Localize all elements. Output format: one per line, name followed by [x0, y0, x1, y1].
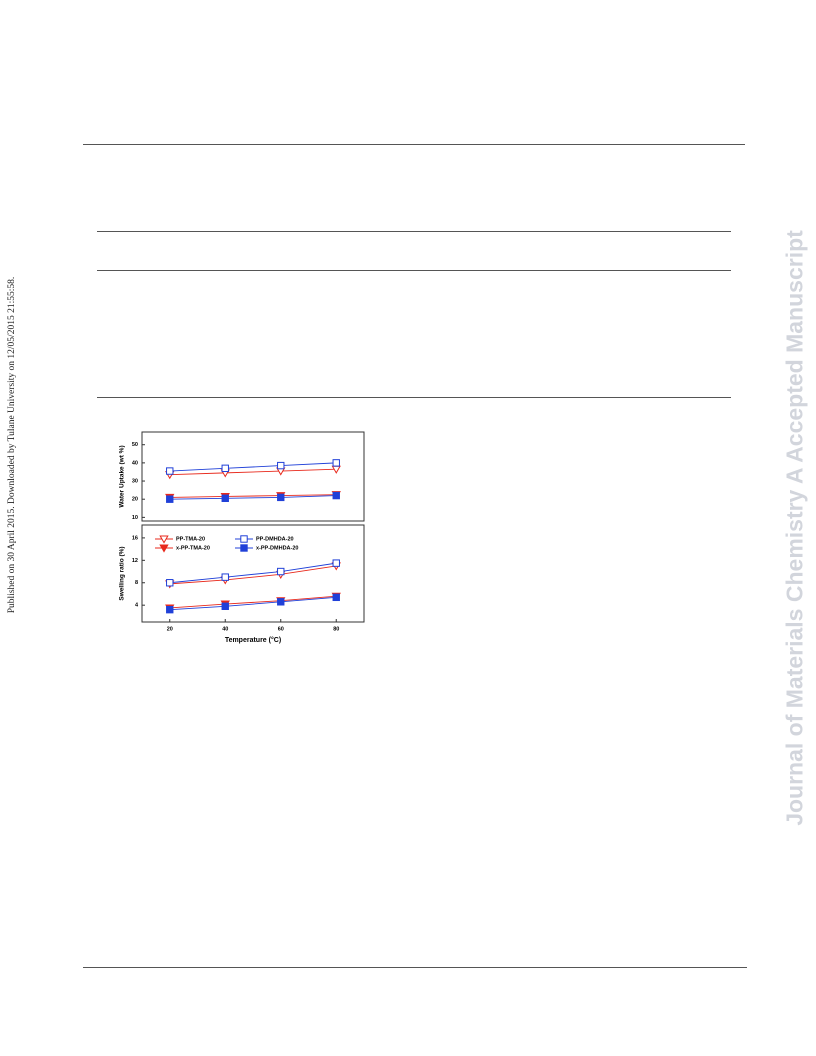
- plot-frame: [141, 524, 365, 623]
- y-tick-label: 10: [132, 515, 138, 521]
- series-line: [169, 468, 337, 476]
- x-tick-label: 40: [222, 626, 228, 632]
- rule: [83, 144, 745, 145]
- x-tick-label: 20: [167, 626, 173, 632]
- data-point: [166, 467, 174, 475]
- legend-label: PP-TMA-20: [176, 536, 205, 542]
- legend-label: x-PP-DMHDA-20: [256, 545, 298, 551]
- data-point: [332, 459, 340, 467]
- data-point: [277, 461, 285, 470]
- data-point: [277, 493, 285, 502]
- plot-frame: [141, 431, 365, 522]
- y-axis-label: Swelling ratio (%): [119, 546, 126, 600]
- series-line: [169, 565, 337, 585]
- rule: [97, 231, 731, 232]
- data-point: [221, 494, 229, 502]
- data-point: [166, 495, 174, 503]
- series-line: [169, 462, 337, 472]
- x-axis-label: Temperature (°C): [225, 636, 281, 644]
- legend-marker: [240, 535, 248, 543]
- rule: [97, 270, 731, 271]
- series-line: [169, 494, 337, 498]
- data-point: [221, 573, 229, 581]
- x-tick-label: 80: [333, 626, 339, 632]
- rule: [97, 397, 731, 398]
- y-tick-label: 16: [132, 535, 138, 541]
- y-axis-label: Water Uptake (wt %): [119, 445, 126, 507]
- data-point: [332, 559, 340, 567]
- y-tick-label: 12: [132, 558, 138, 564]
- y-tick-label: 4: [135, 603, 139, 609]
- series-line: [169, 595, 337, 609]
- series-line: [169, 562, 337, 584]
- data-point: [166, 605, 174, 614]
- data-point: [332, 593, 340, 602]
- legend-marker: [240, 544, 248, 552]
- y-tick-label: 20: [132, 497, 138, 503]
- data-point: [277, 567, 285, 576]
- data-point: [277, 598, 285, 606]
- y-tick-label: 40: [132, 460, 138, 466]
- data-point: [166, 579, 174, 587]
- series-line: [169, 596, 337, 611]
- series-line: [169, 495, 337, 500]
- rule: [83, 967, 747, 968]
- y-tick-label: 8: [135, 580, 138, 586]
- legend-label: x-PP-TMA-20: [176, 545, 210, 551]
- y-tick-label: 30: [132, 478, 138, 484]
- y-tick-label: 50: [132, 442, 138, 448]
- data-point: [332, 491, 340, 500]
- data-point: [221, 602, 229, 611]
- legend-marker: [159, 535, 169, 544]
- legend-label: PP-DMHDA-20: [256, 536, 294, 542]
- data-point: [221, 464, 229, 473]
- legend-marker: [159, 544, 169, 553]
- x-tick-label: 60: [278, 626, 284, 632]
